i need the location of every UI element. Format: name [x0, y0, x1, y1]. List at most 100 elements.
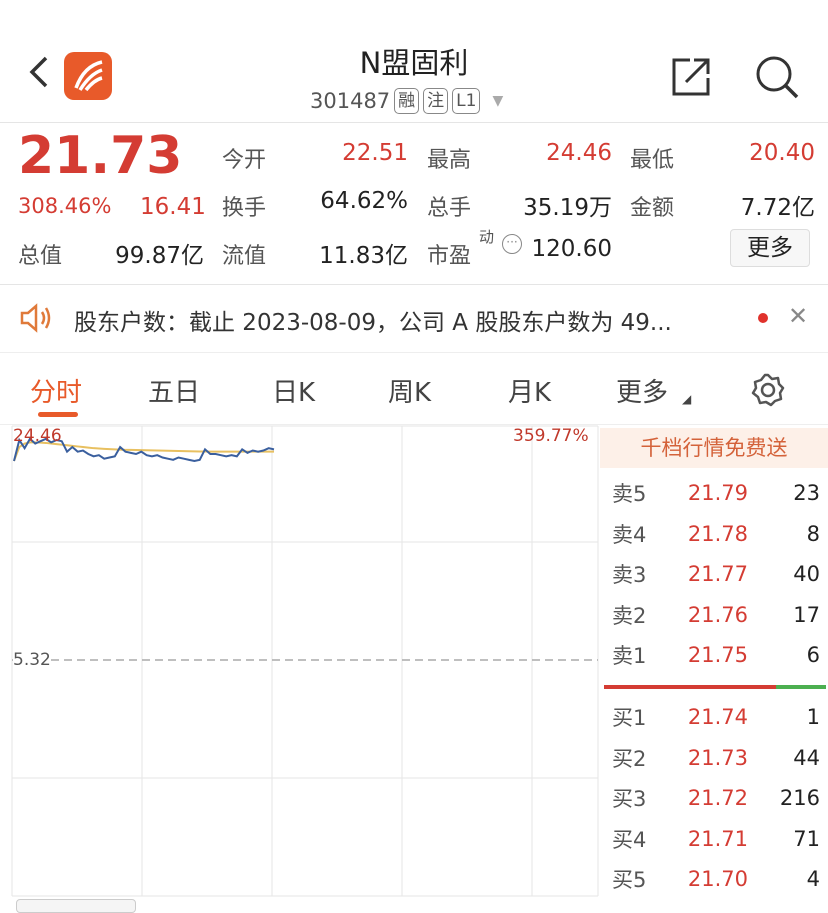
- level-price: 21.72: [687, 786, 748, 810]
- field-label: 总手: [427, 196, 472, 221]
- level-name: 卖2: [612, 603, 647, 628]
- level-price: 21.70: [687, 867, 748, 891]
- bid-volume-bar: [776, 685, 826, 689]
- level-name: 买4: [612, 827, 647, 852]
- bid-row[interactable]: 买4 21.71 71: [600, 819, 828, 859]
- level-name: 买2: [612, 746, 647, 771]
- ask-row[interactable]: 卖3 21.77 40: [600, 554, 828, 594]
- level-name: 卖1: [612, 644, 647, 668]
- promo-banner[interactable]: 千档行情免费送: [600, 428, 828, 468]
- level-name: 买3: [612, 787, 647, 811]
- tab-daily-k[interactable]: 日K: [272, 378, 316, 408]
- divider: [0, 284, 828, 285]
- last-price: 21.73: [18, 126, 183, 186]
- dropdown-arrow-icon[interactable]: ▼: [492, 93, 504, 109]
- bid-row[interactable]: 买2 21.73 44: [600, 738, 828, 778]
- share-icon[interactable]: [670, 56, 712, 102]
- field-label: 流值: [222, 244, 267, 269]
- field-value: 120.60: [531, 236, 612, 262]
- level-volume: 216: [779, 786, 820, 810]
- prev-close-label: 5.32: [13, 650, 51, 670]
- level-name: 卖3: [612, 563, 647, 587]
- level-volume: 6: [806, 643, 820, 667]
- tab-weekly-k[interactable]: 周K: [388, 378, 432, 408]
- active-tab-indicator: [38, 412, 78, 417]
- app-logo: [64, 52, 112, 100]
- level-price: 21.77: [687, 562, 748, 586]
- divider: [0, 122, 828, 123]
- ask-row[interactable]: 卖1 21.75 6: [600, 635, 828, 675]
- level-volume: 8: [806, 521, 820, 546]
- close-icon[interactable]: ✕: [788, 302, 809, 330]
- stock-subtitle: 301487 融 注 L1 ▼: [310, 88, 503, 114]
- notice-text[interactable]: 股东户数：截止 2023-08-09，公司 A 股股东户数为 49...: [74, 310, 672, 336]
- field-sup: 动: [479, 228, 495, 246]
- tab-more[interactable]: 更多: [616, 378, 669, 408]
- field-value: 64.62%: [320, 188, 408, 214]
- field-label: 金额: [630, 196, 675, 221]
- level-price: 21.71: [687, 826, 748, 851]
- bid-row[interactable]: 买5 21.70 4: [600, 859, 828, 899]
- bid-row[interactable]: 买1 21.74 1: [600, 697, 828, 737]
- ask-row[interactable]: 卖5 21.79 23: [600, 473, 828, 513]
- tag-l1[interactable]: L1: [452, 88, 481, 114]
- level-volume: 40: [793, 562, 820, 586]
- level-price: 21.73: [687, 745, 748, 770]
- field-label: 总值: [18, 244, 63, 269]
- more-quote-button[interactable]: 更多: [730, 229, 810, 267]
- level-volume: 1: [806, 705, 820, 729]
- stock-name: N盟固利: [359, 46, 469, 80]
- change-amount: 16.41: [140, 194, 206, 220]
- level-name: 卖4: [612, 522, 647, 547]
- intraday-chart[interactable]: [0, 424, 600, 909]
- field-value: 7.72亿: [740, 195, 815, 221]
- ask-row[interactable]: 卖2 21.76 17: [600, 595, 828, 635]
- price-line: [13, 437, 275, 463]
- level-name: 买5: [612, 868, 647, 892]
- field-value: 99.87亿: [115, 243, 204, 269]
- field-label: 最低: [630, 148, 675, 173]
- level-volume: 44: [793, 745, 820, 770]
- top-pct-label: 359.77%: [513, 426, 589, 446]
- level-price: 21.79: [687, 481, 748, 505]
- level-name: 买1: [612, 706, 647, 730]
- settings-gear-icon[interactable]: [750, 372, 786, 412]
- unread-dot: [758, 313, 768, 323]
- average-price-line: [13, 441, 274, 462]
- stock-code: 301487: [310, 89, 391, 113]
- speaker-icon: [18, 302, 54, 338]
- tag-margin[interactable]: 融: [394, 88, 420, 114]
- level-volume: 23: [793, 481, 820, 505]
- level-volume: 4: [806, 867, 820, 891]
- field-value: 24.46: [546, 140, 612, 166]
- level-price: 21.74: [687, 705, 748, 729]
- info-icon[interactable]: ···: [502, 234, 522, 254]
- divider: [0, 352, 828, 353]
- level-name: 卖5: [612, 482, 647, 506]
- tab-monthly-k[interactable]: 月K: [508, 378, 552, 408]
- search-icon[interactable]: [754, 54, 800, 104]
- level-volume: 17: [793, 602, 820, 627]
- ask-volume-bar: [604, 685, 776, 689]
- level-price: 21.76: [687, 602, 748, 627]
- bid-row[interactable]: 买3 21.72 216: [600, 778, 828, 818]
- field-value: 11.83亿: [319, 243, 408, 269]
- tab-five-day[interactable]: 五日: [148, 378, 201, 408]
- indicator-button[interactable]: [16, 899, 136, 913]
- top-price-label: 24.46: [13, 426, 62, 446]
- field-label: 最高: [427, 148, 472, 173]
- ask-row[interactable]: 卖4 21.78 8: [600, 514, 828, 554]
- field-label: 今开: [222, 148, 267, 173]
- field-label: 换手: [222, 196, 267, 221]
- tag-note[interactable]: 注: [423, 88, 449, 114]
- level-price: 21.78: [687, 521, 748, 546]
- chart-grid: [11, 425, 599, 897]
- more-dropdown-icon: ◢: [682, 392, 692, 406]
- level-volume: 71: [793, 826, 820, 851]
- tab-intraday[interactable]: 分时: [30, 378, 83, 408]
- field-label: 市盈: [427, 244, 472, 269]
- field-value: 22.51: [342, 140, 408, 166]
- divider: [0, 424, 828, 425]
- level-price: 21.75: [687, 643, 748, 667]
- back-icon[interactable]: [26, 54, 50, 90]
